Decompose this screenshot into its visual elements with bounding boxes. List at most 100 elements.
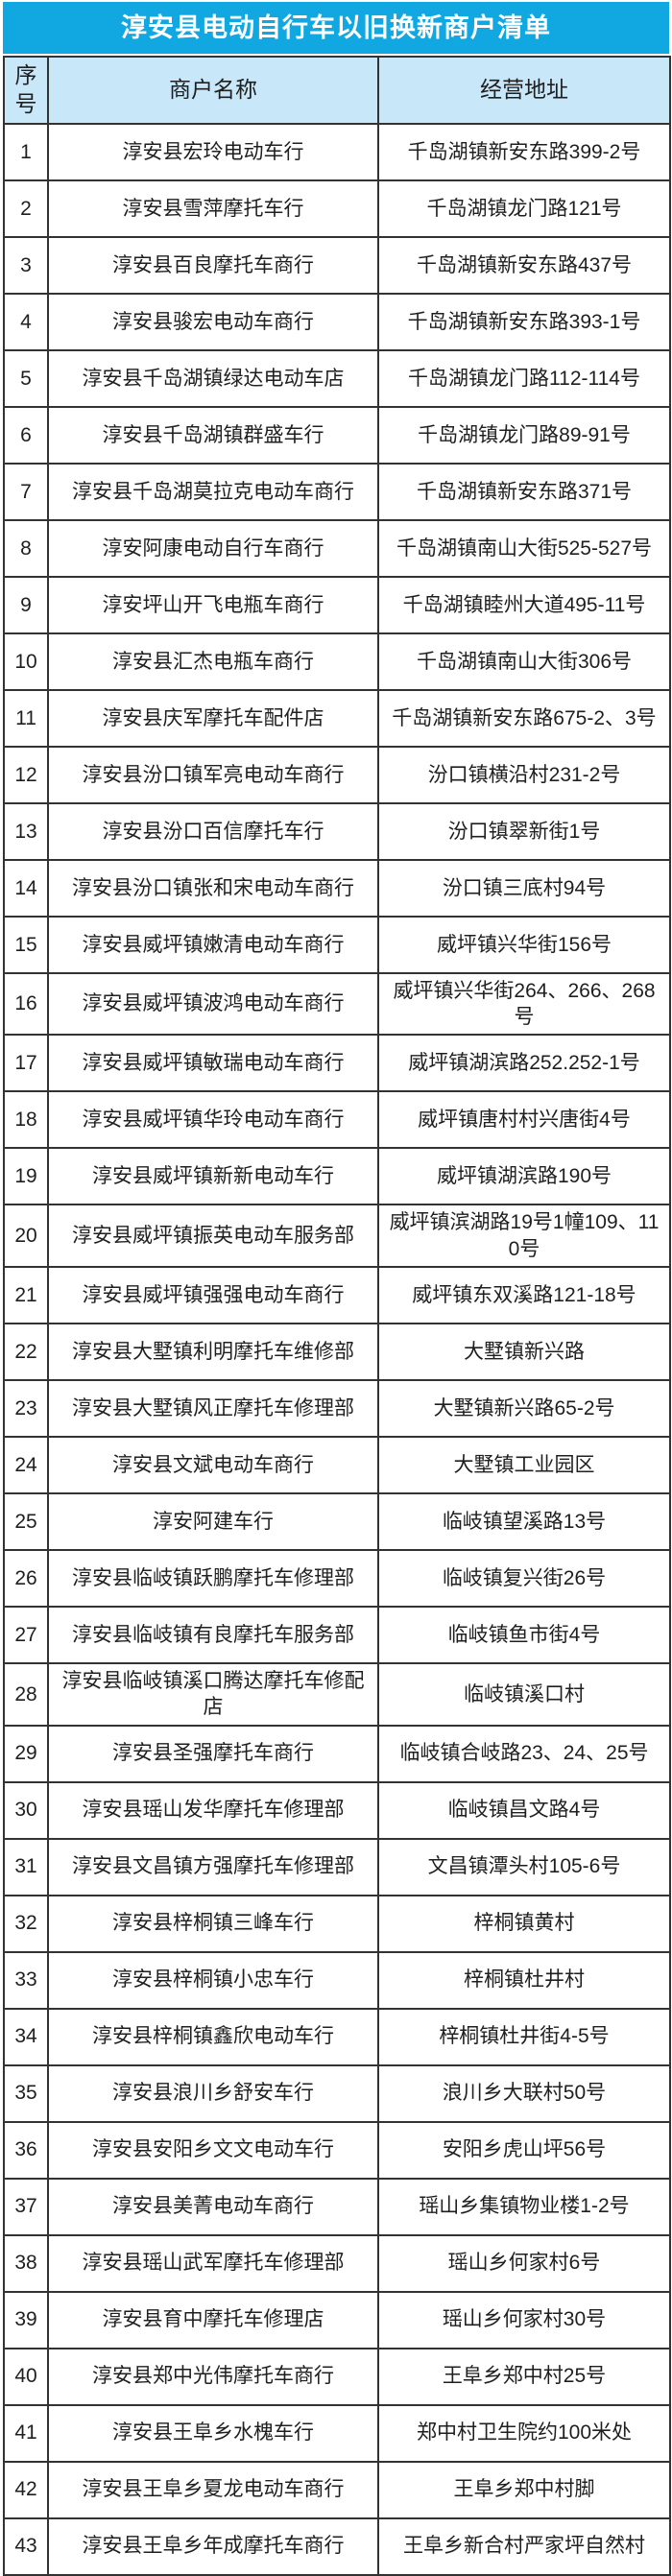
merchant-name-cell: 淳安县王阜乡水槐车行 xyxy=(47,2403,379,2463)
serial-number-cell: 4 xyxy=(3,292,49,351)
table-row: 15 淳安县威坪镇嫩清电动车商行 威坪镇兴华街156号 xyxy=(3,915,671,974)
serial-number-cell: 34 xyxy=(3,2007,49,2066)
business-address-cell: 威坪镇东双溪路121-18号 xyxy=(377,1265,671,1324)
merchant-name-cell: 淳安县瑶山武军摩托车修理部 xyxy=(47,2233,379,2293)
merchant-name-cell: 淳安县百良摩托车商行 xyxy=(47,235,379,295)
table-row: 2 淳安县雪萍摩托车行 千岛湖镇龙门路121号 xyxy=(3,179,671,238)
business-address-cell: 千岛湖镇南山大街525-527号 xyxy=(377,518,671,578)
business-address-cell: 威坪镇滨湖路19号1幢109、110号 xyxy=(377,1204,671,1268)
merchant-name-cell: 淳安县王阜乡年成摩托车商行 xyxy=(47,2516,379,2576)
business-address-cell: 千岛湖镇睦州大道495-11号 xyxy=(377,575,671,634)
business-address-cell: 临岐镇复兴街26号 xyxy=(377,1548,671,1608)
merchant-name-cell: 淳安县瑶山发华摩托车修理部 xyxy=(47,1780,379,1840)
table-row: 21 淳安县威坪镇强强电动车商行 威坪镇东双溪路121-18号 xyxy=(3,1265,671,1324)
merchant-name-cell: 淳安县威坪镇敏瑞电动车商行 xyxy=(47,1034,379,1093)
business-address-cell: 王阜乡郑中村脚 xyxy=(377,2460,671,2519)
merchant-name-cell: 淳安县骏宏电动车商行 xyxy=(47,292,379,351)
table-row: 6 淳安县千岛湖镇群盛车行 千岛湖镇龙门路89-91号 xyxy=(3,405,671,465)
merchant-name-cell: 淳安县临岐镇有良摩托车服务部 xyxy=(47,1605,379,1664)
serial-number-cell: 20 xyxy=(3,1204,49,1268)
table-row: 41 淳安县王阜乡水槐车行 郑中村卫生院约100米处 xyxy=(3,2403,671,2463)
serial-number-cell: 1 xyxy=(3,122,49,181)
business-address-cell: 威坪镇湖滨路190号 xyxy=(377,1147,671,1206)
merchant-name-cell: 淳安县文昌镇方强摩托车修理部 xyxy=(47,1837,379,1896)
merchant-name-cell: 淳安县雪萍摩托车行 xyxy=(47,179,379,238)
merchant-name-cell: 淳安县美菁电动车商行 xyxy=(47,2177,379,2236)
table-row: 20 淳安县威坪镇振英电动车服务部 威坪镇滨湖路19号1幢109、110号 xyxy=(3,1204,671,1268)
business-address-cell: 瑶山乡何家村6号 xyxy=(377,2233,671,2293)
serial-number-cell: 11 xyxy=(3,688,49,748)
merchant-name-cell: 淳安县汾口百信摩托车行 xyxy=(47,801,379,861)
business-address-cell: 大墅镇工业园区 xyxy=(377,1435,671,1494)
merchant-name-cell: 淳安县汾口镇军亮电动车商行 xyxy=(47,745,379,804)
merchant-name-cell: 淳安县王阜乡夏龙电动车商行 xyxy=(47,2460,379,2519)
merchant-name-cell: 淳安县威坪镇强强电动车商行 xyxy=(47,1265,379,1324)
merchant-name-cell: 淳安县威坪镇波鸿电动车商行 xyxy=(47,971,379,1037)
header-merchant-name: 商户名称 xyxy=(47,56,379,125)
table-row: 5 淳安县千岛湖镇绿达电动车店 千岛湖镇龙门路112-114号 xyxy=(3,348,671,408)
table-row: 10 淳安县汇杰电瓶车商行 千岛湖镇南山大街306号 xyxy=(3,632,671,691)
serial-number-cell: 39 xyxy=(3,2290,49,2349)
table-row: 16 淳安县威坪镇波鸿电动车商行 威坪镇兴华街264、266、268号 xyxy=(3,971,671,1037)
serial-number-cell: 12 xyxy=(3,745,49,804)
serial-number-cell: 2 xyxy=(3,179,49,238)
serial-number-cell: 33 xyxy=(3,1950,49,2010)
merchant-name-cell: 淳安县浪川乡舒安车行 xyxy=(47,2063,379,2123)
merchant-name-cell: 淳安县威坪镇嫩清电动车商行 xyxy=(47,915,379,974)
business-address-cell: 梓桐镇杜井村 xyxy=(377,1950,671,2010)
business-address-cell: 千岛湖镇南山大街306号 xyxy=(377,632,671,691)
business-address-cell: 临岐镇合岐路23、24、25号 xyxy=(377,1724,671,1783)
business-address-cell: 汾口镇翠新街1号 xyxy=(377,801,671,861)
table-row: 36 淳安县安阳乡文文电动车行 安阳乡虎山坪56号 xyxy=(3,2120,671,2180)
header-serial-number: 序号 xyxy=(3,56,49,125)
table-row: 29 淳安县圣强摩托车商行 临岐镇合岐路23、24、25号 xyxy=(3,1724,671,1783)
table-row: 9 淳安坪山开飞电瓶车商行 千岛湖镇睦州大道495-11号 xyxy=(3,575,671,634)
serial-number-cell: 13 xyxy=(3,801,49,861)
serial-number-cell: 23 xyxy=(3,1378,49,1438)
table-row: 19 淳安县威坪镇新新电动车行 威坪镇湖滨路190号 xyxy=(3,1147,671,1206)
business-address-cell: 大墅镇新兴路65-2号 xyxy=(377,1378,671,1438)
merchant-name-cell: 淳安县郑中光伟摩托车商行 xyxy=(47,2347,379,2406)
serial-number-cell: 15 xyxy=(3,915,49,974)
serial-number-cell: 8 xyxy=(3,518,49,578)
merchant-name-cell: 淳安县梓桐镇鑫欣电动车行 xyxy=(47,2007,379,2066)
business-address-cell: 威坪镇湖滨路252.252-1号 xyxy=(377,1034,671,1093)
business-address-cell: 郑中村卫生院约100米处 xyxy=(377,2403,671,2463)
serial-number-cell: 21 xyxy=(3,1265,49,1324)
business-address-cell: 威坪镇兴华街156号 xyxy=(377,915,671,974)
business-address-cell: 汾口镇三底村94号 xyxy=(377,858,671,918)
serial-number-cell: 38 xyxy=(3,2233,49,2293)
merchant-name-cell: 淳安县临岐镇溪口腾达摩托车修配店 xyxy=(47,1661,379,1727)
serial-number-cell: 32 xyxy=(3,1894,49,1953)
serial-number-cell: 22 xyxy=(3,1322,49,1381)
table-row: 3 淳安县百良摩托车商行 千岛湖镇新安东路437号 xyxy=(3,235,671,295)
merchant-name-cell: 淳安县威坪镇华玲电动车商行 xyxy=(47,1090,379,1150)
merchant-name-cell: 淳安县圣强摩托车商行 xyxy=(47,1724,379,1783)
merchant-name-cell: 淳安县大墅镇风正摩托车修理部 xyxy=(47,1378,379,1438)
table-row: 24 淳安县文斌电动车商行 大墅镇工业园区 xyxy=(3,1435,671,1494)
table-row: 27 淳安县临岐镇有良摩托车服务部 临岐镇鱼市街4号 xyxy=(3,1605,671,1664)
business-address-cell: 浪川乡大联村50号 xyxy=(377,2063,671,2123)
merchant-list-page: 淳安县电动自行车以旧换新商户清单 序号 商户名称 经营地址 1 淳安县宏玲电动车行… xyxy=(3,0,671,2576)
serial-number-cell: 17 xyxy=(3,1034,49,1093)
merchant-name-cell: 淳安县宏玲电动车行 xyxy=(47,122,379,181)
table-row: 11 淳安县庆军摩托车配件店 千岛湖镇新安东路675-2、3号 xyxy=(3,688,671,748)
serial-number-cell: 25 xyxy=(3,1491,49,1551)
table-row: 39 淳安县育中摩托车修理店 瑶山乡何家村30号 xyxy=(3,2290,671,2349)
table-row: 25 淳安阿建车行 临岐镇望溪路13号 xyxy=(3,1491,671,1551)
serial-number-cell: 6 xyxy=(3,405,49,465)
merchant-name-cell: 淳安县威坪镇新新电动车行 xyxy=(47,1147,379,1206)
merchant-name-cell: 淳安县千岛湖镇群盛车行 xyxy=(47,405,379,465)
table-row: 12 淳安县汾口镇军亮电动车商行 汾口镇横沿村231-2号 xyxy=(3,745,671,804)
table-row: 37 淳安县美菁电动车商行 瑶山乡集镇物业楼1-2号 xyxy=(3,2177,671,2236)
merchant-name-cell: 淳安阿康电动自行车商行 xyxy=(47,518,379,578)
merchant-name-cell: 淳安县千岛湖莫拉克电动车商行 xyxy=(47,462,379,521)
table-row: 32 淳安县梓桐镇三峰车行 梓桐镇黄村 xyxy=(3,1894,671,1953)
business-address-cell: 临岐镇溪口村 xyxy=(377,1661,671,1727)
serial-number-cell: 37 xyxy=(3,2177,49,2236)
business-address-cell: 临岐镇昌文路4号 xyxy=(377,1780,671,1840)
table-row: 42 淳安县王阜乡夏龙电动车商行 王阜乡郑中村脚 xyxy=(3,2460,671,2519)
table-row: 28 淳安县临岐镇溪口腾达摩托车修配店 临岐镇溪口村 xyxy=(3,1661,671,1727)
serial-number-cell: 28 xyxy=(3,1661,49,1727)
merchant-name-cell: 淳安县汇杰电瓶车商行 xyxy=(47,632,379,691)
